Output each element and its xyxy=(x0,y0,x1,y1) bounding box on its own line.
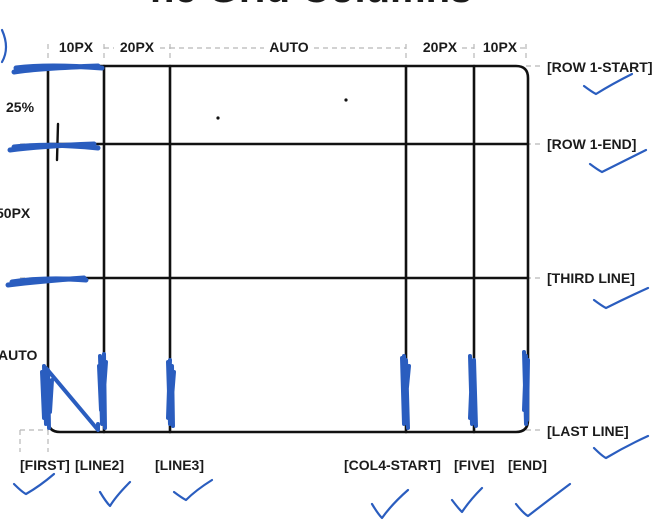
row-line-label-2: [ROW 1-END] xyxy=(547,136,636,152)
row-track-label-1: 25% xyxy=(6,99,35,115)
check-mark xyxy=(582,72,634,96)
row-track-label-2: 50PX xyxy=(0,205,31,221)
column-line-label-3: [LINE3] xyxy=(155,457,204,473)
column-track-label-4: 20PX xyxy=(423,39,458,55)
dot-mark xyxy=(344,98,348,102)
check-mark xyxy=(98,480,132,508)
row-track-label-3: AUTO xyxy=(0,347,38,363)
check-mark xyxy=(450,486,484,514)
check-mark xyxy=(588,148,648,174)
check-mark xyxy=(172,478,214,502)
check-mark xyxy=(12,472,56,496)
check-mark xyxy=(592,434,650,460)
column-track-label-3: AUTO xyxy=(269,39,309,55)
row-line-label-1: [ROW 1-START] xyxy=(547,59,653,75)
column-line-label-1: [FIRST] xyxy=(20,457,70,473)
check-mark xyxy=(370,488,410,520)
margin-curve-mark xyxy=(0,28,8,64)
column-highlight-marks xyxy=(40,350,530,432)
check-marks xyxy=(12,72,650,520)
row-line-label-4: [LAST LINE] xyxy=(547,423,629,439)
column-line-label-4: [COL4-START] xyxy=(344,457,441,473)
row-highlight-marks xyxy=(5,63,105,288)
dot-mark xyxy=(216,116,220,120)
column-line-label-6: [END] xyxy=(508,457,547,473)
heading-fragment: he Grid Columns xyxy=(150,0,472,11)
column-line-label-2: [LINE2] xyxy=(75,457,124,473)
grid-outer-border xyxy=(46,64,530,434)
check-mark xyxy=(592,286,650,310)
row-line-label-3: [THIRD LINE] xyxy=(547,270,635,286)
column-track-label-1: 10PX xyxy=(59,39,94,55)
row-end-tick-mark xyxy=(55,122,60,162)
check-mark xyxy=(514,482,572,518)
column-track-label-5: 10PX xyxy=(483,39,518,55)
grid-lines xyxy=(46,64,530,434)
column-track-label-2: 20PX xyxy=(120,39,155,55)
column-line-label-5: [FIVE] xyxy=(454,457,494,473)
